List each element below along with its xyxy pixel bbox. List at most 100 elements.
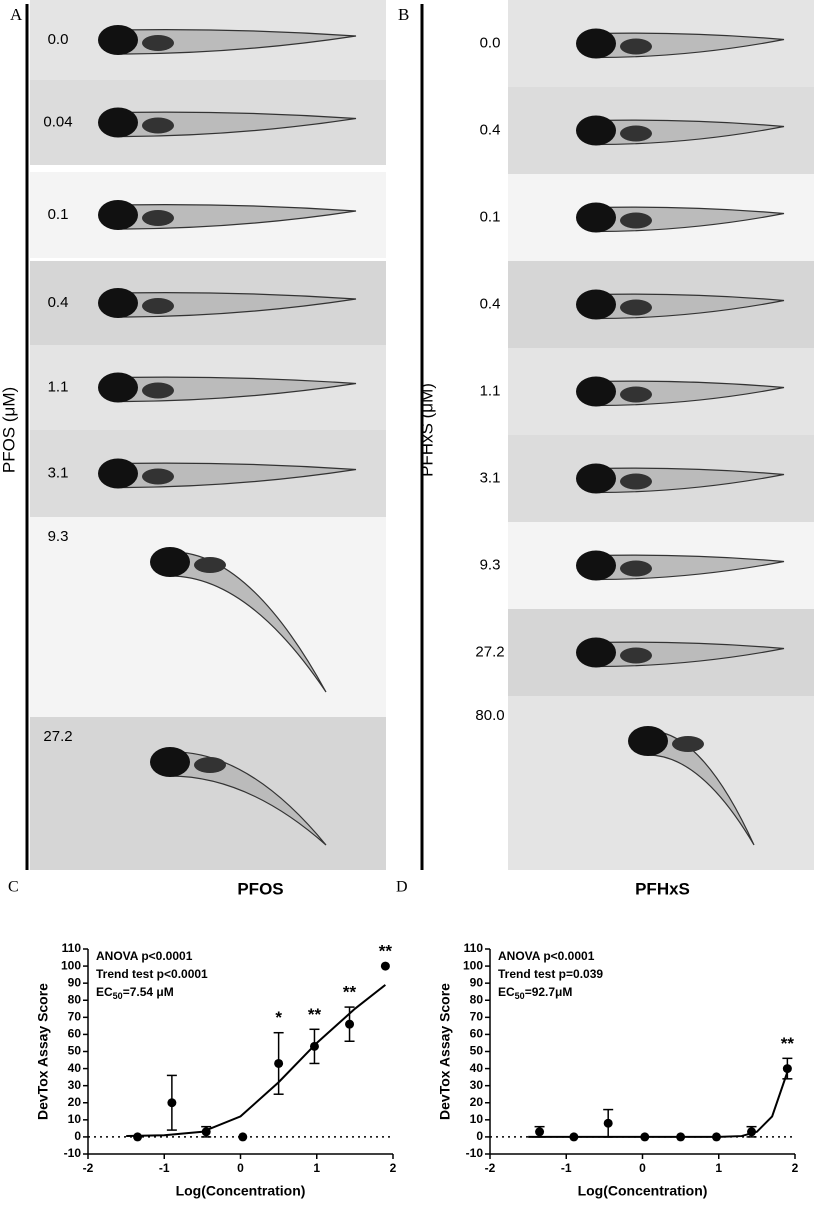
- y-tick-label: 50: [470, 1044, 484, 1058]
- axis-label: PFOS (μM): [0, 387, 18, 473]
- y-tick-label: 60: [68, 1027, 82, 1041]
- fish-body: [117, 376, 357, 403]
- ec50-prefix: EC: [498, 985, 515, 999]
- fish-yolk: [620, 386, 652, 403]
- fish-image: [30, 517, 386, 717]
- fit-curve: [126, 984, 386, 1138]
- fish-yolk: [142, 298, 174, 314]
- fish-head: [576, 202, 616, 233]
- fish-body: [117, 111, 357, 138]
- y-tick-label: 100: [61, 958, 81, 972]
- y-tick-label: 70: [470, 1010, 484, 1024]
- panel-label: B: [398, 5, 409, 24]
- concentration-label: 3.1: [48, 464, 69, 481]
- significance-label: *: [275, 1008, 282, 1027]
- fish-yolk: [620, 38, 652, 55]
- fish-head: [98, 107, 138, 138]
- fish-body: [117, 292, 357, 318]
- fish-head: [576, 463, 616, 494]
- concentration-label: 27.2: [475, 643, 504, 660]
- concentration-label: 1.1: [480, 382, 501, 399]
- y-tick-label: 110: [62, 941, 82, 955]
- data-point: [569, 1132, 579, 1142]
- y-tick-label: 20: [68, 1095, 82, 1109]
- x-tick-label: 0: [639, 1161, 646, 1175]
- data-point: [345, 1019, 355, 1029]
- concentration-label: 0.4: [480, 295, 501, 312]
- fish-yolk: [620, 125, 652, 142]
- y-tick-label: 110: [464, 941, 484, 955]
- ec50-subscript: 50: [113, 991, 123, 1001]
- data-point: [535, 1127, 545, 1137]
- fish-body: [117, 204, 357, 230]
- concentration-label: 3.1: [480, 469, 501, 486]
- concentration-label: 80.0: [475, 707, 504, 724]
- annotation: ANOVA p<0.0001: [498, 949, 595, 963]
- data-point: [782, 1064, 792, 1074]
- y-tick-label: 10: [68, 1112, 82, 1126]
- concentration-label: 1.1: [48, 378, 69, 395]
- y-tick-label: 60: [470, 1027, 484, 1041]
- fish-head: [150, 747, 190, 777]
- fish-head: [98, 372, 138, 403]
- annotation: Trend test p<0.0001: [96, 967, 208, 981]
- significance-label: **: [343, 983, 357, 1002]
- fish-head: [628, 726, 668, 756]
- chart-title: PFOS: [237, 879, 283, 898]
- x-tick-label: 0: [237, 1161, 244, 1175]
- data-point: [167, 1098, 177, 1108]
- y-axis-label: DevTox Assay Score: [35, 983, 51, 1120]
- x-tick-label: 2: [792, 1161, 799, 1175]
- data-point: [309, 1041, 319, 1051]
- fish-head: [150, 547, 190, 577]
- fish-yolk: [672, 736, 704, 752]
- fish-yolk: [620, 560, 652, 577]
- y-tick-label: 90: [470, 975, 484, 989]
- x-axis-label: Log(Concentration): [176, 1183, 306, 1199]
- fish-body: [117, 29, 357, 55]
- ec50-annotation: EC50=92.7μM: [498, 985, 572, 1001]
- fish-head: [98, 25, 138, 55]
- fish-yolk: [620, 473, 652, 490]
- y-tick-label: 30: [68, 1078, 82, 1092]
- concentration-label: 27.2: [43, 728, 72, 745]
- data-point: [711, 1132, 721, 1142]
- data-point: [640, 1132, 650, 1142]
- concentration-label: 0.1: [480, 208, 501, 225]
- x-tick-label: -2: [485, 1161, 496, 1175]
- annotation: ANOVA p<0.0001: [96, 949, 193, 963]
- ec50-subscript: 50: [515, 991, 525, 1001]
- fish-yolk: [142, 210, 174, 226]
- fish-yolk: [194, 757, 226, 773]
- fish-image: [30, 717, 386, 870]
- significance-label: **: [781, 1034, 795, 1053]
- y-tick-label: 30: [470, 1078, 484, 1092]
- fish-yolk: [142, 35, 174, 51]
- fish-yolk: [620, 647, 652, 664]
- y-tick-label: 40: [68, 1061, 82, 1075]
- y-tick-label: -10: [64, 1146, 82, 1160]
- x-tick-label: 1: [313, 1161, 320, 1175]
- fish-head: [576, 550, 616, 581]
- concentration-label: 9.3: [480, 556, 501, 573]
- significance-label: **: [308, 1005, 322, 1024]
- x-tick-label: 2: [390, 1161, 397, 1175]
- y-axis-label: DevTox Assay Score: [437, 983, 453, 1120]
- panel-label: C: [8, 879, 19, 896]
- fish-yolk: [142, 117, 174, 134]
- concentration-label: 0.4: [480, 121, 501, 138]
- data-point: [238, 1132, 248, 1142]
- concentration-label: 0.0: [480, 34, 501, 51]
- y-tick-label: 50: [68, 1044, 82, 1058]
- fish-head: [98, 200, 138, 230]
- y-tick-label: 90: [68, 975, 82, 989]
- y-tick-label: -10: [466, 1146, 484, 1160]
- y-tick-label: 10: [470, 1112, 484, 1126]
- y-tick-label: 20: [470, 1095, 484, 1109]
- x-tick-label: -2: [83, 1161, 94, 1175]
- data-point: [747, 1127, 757, 1137]
- fish-head: [98, 288, 138, 318]
- annotation: Trend test p=0.039: [498, 967, 603, 981]
- concentration-label: 9.3: [48, 528, 69, 545]
